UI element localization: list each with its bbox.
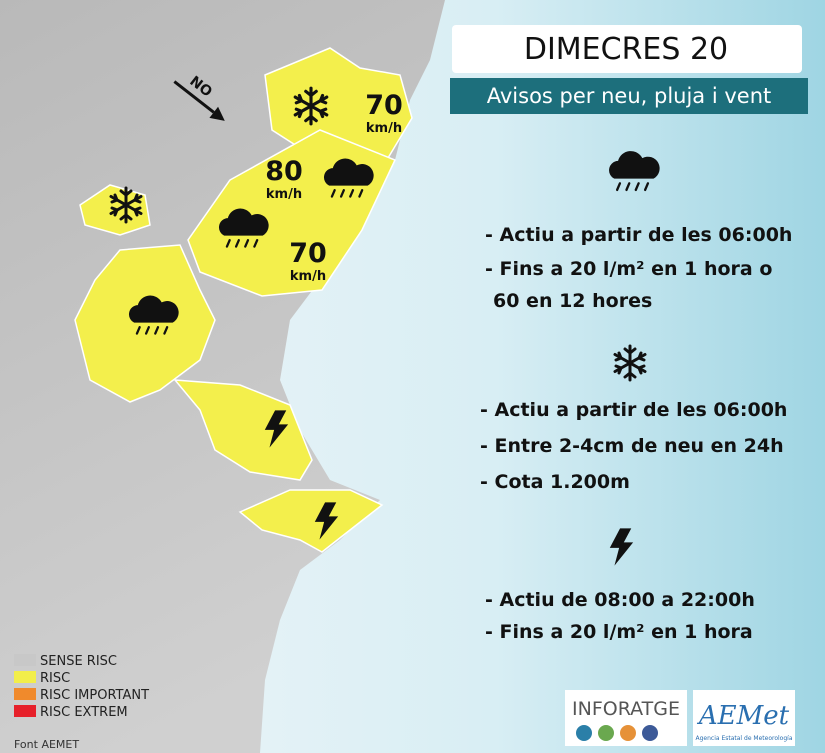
warning-line: - Cota 1.200m xyxy=(480,471,630,493)
wind-value: 70 xyxy=(289,238,327,269)
warning-line: - Fins a 20 l/m² en 1 hora o xyxy=(485,258,772,280)
legend-swatch xyxy=(14,654,36,666)
warning-line: - Actiu a partir de les 06:00h xyxy=(480,399,787,421)
arrow xyxy=(173,80,215,114)
warning-line: - Actiu a partir de les 06:00h xyxy=(485,224,792,246)
wind-unit: km/h xyxy=(290,269,326,284)
logo-dots xyxy=(576,725,658,741)
logo-box xyxy=(693,690,795,746)
subtitle: Avisos per neu, pluja i vent xyxy=(487,84,772,108)
warning-line: - Entre 2-4cm de neu en 24h xyxy=(480,435,784,457)
legend: SENSE RISC RISC RISC IMPORTANT RISC EXTREM xyxy=(14,654,149,720)
legend-swatch xyxy=(14,671,36,683)
logo-caption: Agencia Estatal de Meteorología xyxy=(696,735,793,742)
subtitle-bar xyxy=(450,78,808,114)
legend-label: RISC xyxy=(40,671,70,686)
wind-unit: km/h xyxy=(366,121,402,136)
legend-label: RISC IMPORTANT xyxy=(40,688,149,703)
legend-swatch xyxy=(14,705,36,717)
source: Font AEMET xyxy=(14,738,79,751)
logo-text: AEMet xyxy=(697,701,790,731)
wind-value: 70 xyxy=(365,90,403,121)
warning-line: 60 en 12 hores xyxy=(493,290,652,312)
title-box xyxy=(452,25,802,73)
warning-line: - Actiu de 08:00 a 22:00h xyxy=(485,589,755,611)
title: DIMECRES 20 xyxy=(524,32,728,67)
wind-unit: km/h xyxy=(266,187,302,202)
warning-line: - Fins a 20 l/m² en 1 hora xyxy=(485,621,753,643)
risk-regions xyxy=(74,47,413,553)
legend-label: SENSE RISC xyxy=(40,654,117,669)
legend-swatch xyxy=(14,688,36,700)
legend-label: RISC EXTREM xyxy=(40,705,128,720)
arrow-head xyxy=(209,106,225,121)
logo-text: INFORATGE xyxy=(572,698,680,720)
wind-value: 80 xyxy=(265,156,303,187)
